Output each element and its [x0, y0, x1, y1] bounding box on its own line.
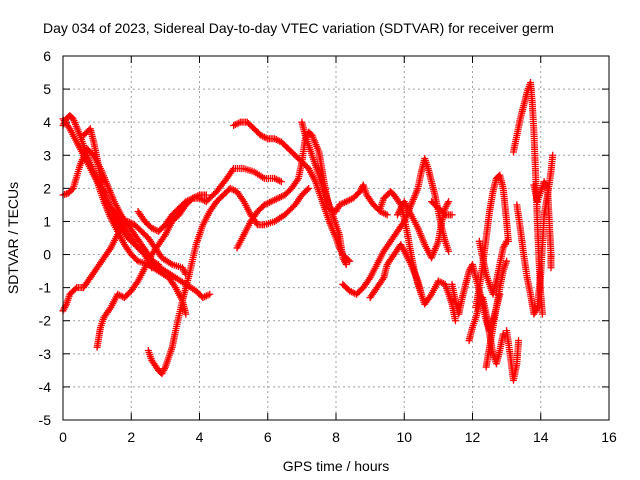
y-tick-label: 0 — [43, 247, 51, 263]
y-tick-label: 6 — [43, 48, 51, 64]
series-arc-20 — [482, 257, 511, 371]
y-tick-label: 4 — [43, 114, 51, 130]
x-tick-label: 6 — [264, 429, 272, 445]
plus-marker-trail — [230, 118, 354, 265]
x-tick-label: 14 — [533, 429, 549, 445]
y-tick-label: -3 — [39, 346, 52, 362]
plus-marker-trail — [428, 198, 456, 219]
y-tick-label: -5 — [39, 412, 52, 428]
series-arc-12 — [339, 155, 453, 298]
series-arc-9 — [230, 118, 354, 265]
plot-frame — [62, 55, 610, 421]
y-tick-label: 2 — [43, 180, 51, 196]
y-tick-label: -1 — [39, 280, 52, 296]
plus-marker-trail — [79, 125, 156, 272]
x-tick-label: 12 — [465, 429, 481, 445]
plus-marker-trail — [503, 327, 523, 384]
series-arc-18 — [465, 294, 507, 368]
plus-marker-trail — [298, 118, 350, 268]
plus-marker-trail — [93, 165, 285, 351]
series-arc-5 — [79, 125, 156, 272]
x-tick-labels: 0 2 4 6 8 10 12 14 16 — [59, 429, 617, 445]
y-tick-label: 1 — [43, 213, 51, 229]
x-tick-label: 10 — [396, 429, 412, 445]
series-arc-24 — [530, 178, 555, 272]
y-tick-label: 5 — [43, 81, 51, 97]
plus-marker-trail — [475, 237, 511, 298]
series-arc-25 — [475, 237, 511, 298]
plus-marker-trail — [482, 257, 511, 371]
x-axis-label: GPS time / hours — [283, 458, 390, 474]
chart-title: Day 034 of 2023, Sidereal Day-to-day VTE… — [43, 20, 554, 36]
series-arc-16 — [428, 198, 456, 219]
data-markers — [59, 78, 557, 384]
plus-marker-trail — [465, 294, 507, 368]
x-tick-label: 4 — [196, 429, 204, 445]
y-tick-label: 3 — [43, 147, 51, 163]
x-tick-label: 16 — [601, 429, 617, 445]
x-tick-label: 0 — [59, 429, 67, 445]
y-tick-label: -2 — [39, 313, 52, 329]
y-tick-label: -4 — [39, 379, 52, 395]
plus-marker-trail — [530, 178, 555, 272]
series-arc-11 — [298, 118, 350, 268]
y-tick-labels: -5 -4 -3 -2 -1 0 1 2 3 4 5 6 — [39, 48, 52, 428]
series-arc-21 — [503, 327, 523, 384]
plus-marker-trail — [339, 155, 453, 298]
x-tick-label: 2 — [127, 429, 135, 445]
x-tick-label: 8 — [332, 429, 340, 445]
series-arc-8 — [134, 191, 210, 235]
plus-marker-trail — [134, 191, 210, 235]
series-arc-6 — [93, 165, 285, 351]
y-axis-label: SDTVAR / TECUs — [5, 182, 21, 294]
